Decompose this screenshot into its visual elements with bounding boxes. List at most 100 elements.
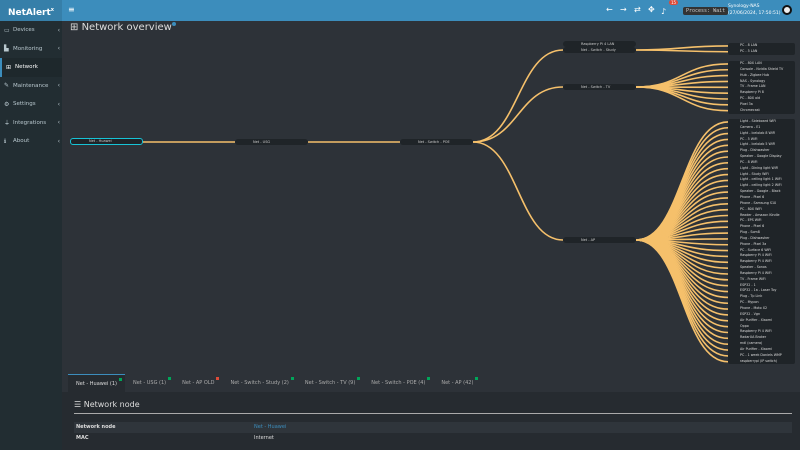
device-item[interactable]: PC - 8 LAN [740,43,758,47]
node-raspberry-pi[interactable]: Raspberry Pi 4 LAN [563,41,636,47]
device-item[interactable]: Phone - Moto X2 [740,306,768,310]
device-item[interactable]: TV - Frame WiFi [740,276,766,281]
tab-node[interactable]: Net - Switch - Study (2) [222,374,296,392]
device-item[interactable]: Raspberry Pi 8 [740,90,764,95]
node-net-switch-study[interactable]: Net - Switch - Study [563,47,636,53]
help-icon[interactable] [171,22,176,26]
device-item[interactable]: Hub - Zigbee Hub [740,72,770,77]
row-mac: MAC Internet [76,435,274,441]
sidebar-item-network[interactable]: ⊞ Network [0,58,62,77]
device-item[interactable]: Air Purifier - Xiaomi [740,317,772,322]
divider [74,413,792,414]
device-item[interactable]: Light - Study WiFi [740,171,769,176]
device-item[interactable]: Speaker - Sonos [740,265,767,270]
device-item[interactable]: Raspberry Pi 4 WiFi [740,329,772,334]
device-item[interactable]: PC - 1 week Daniels WMP [740,352,782,357]
device-item[interactable]: Raspberry Pi 4 WiFi [740,253,772,258]
device-item[interactable]: mdl (camera) [740,341,763,346]
device-item[interactable]: Oppo [740,323,749,328]
tree-link [635,86,729,112]
top-bar: NetAlertx ≡ ← → ⇄ ✥ ♪ 15 Process: Wait S… [0,0,800,21]
refresh-icon[interactable]: ⇄ [634,5,641,14]
device-item[interactable]: Speaker - Google Display [740,154,782,159]
tab-node[interactable]: Net - Huawei (1) [68,374,125,392]
tab-node[interactable]: Net - AP OLD [174,374,222,392]
device-item[interactable]: Light - Icelolab 5 WiFi [740,142,776,147]
device-item[interactable]: TV - Frame LAN [740,84,766,89]
tab-node[interactable]: Net - AP (42) [433,374,481,392]
crosshair-icon[interactable]: ✥ [648,5,655,14]
chevron-left-icon: ‹ [57,26,60,34]
sidebar-item-monitoring[interactable]: ▙ Monitoring ‹ [4,45,60,53]
sidebar-item-settings[interactable]: ⚙ Settings ‹ [4,100,60,108]
status-indicator [357,377,361,380]
network-icon: ⊞ [70,22,79,33]
device-item[interactable]: PC - Mypon [740,300,759,305]
device-item[interactable]: Chromecast [740,107,760,112]
device-item[interactable]: ESP32 - 1a - Laser Toy [740,288,777,293]
device-item[interactable]: Plug - Som8 [740,230,760,235]
forward-icon[interactable]: → [620,5,627,14]
device-item[interactable]: PC - 5 LAN [740,48,758,53]
gear-icon: ⚙ [4,100,10,108]
device-item[interactable]: Phone - Pixel 6 [740,194,765,199]
network-node-panel: ☰ Network node Network node Net - Huawei … [62,392,800,450]
device-item[interactable]: PC - 80X WiFi [740,206,762,211]
chevron-left-icon: ‹ [57,100,60,108]
device-item[interactable]: PC - 5 WiFi [740,136,758,141]
device-item[interactable]: Light - Icelolab 8 WiFi [740,130,776,135]
device-item[interactable]: PC - Surface 6 WiFi [740,247,772,252]
device-item[interactable]: Light - Dining light WiFi [740,165,779,170]
sidebar-item-devices[interactable]: ▭ Devices ‹ [4,26,60,34]
device-item[interactable]: Console - Nvidia Shield TV [740,66,784,71]
device-item[interactable]: PC - EPS WiFi [740,218,762,223]
device-item[interactable]: Raspberry Pi 4 WiFi [740,259,772,264]
hamburger-icon[interactable]: ≡ [68,5,75,14]
node-net-switch-poe[interactable]: Net - Switch - POE [400,139,473,145]
device-item[interactable]: Pixel 3a [740,101,753,106]
device-item[interactable]: Camera - E1 [740,124,761,129]
status-indicator [427,377,431,380]
info-icon: ℹ [4,137,7,145]
device-item[interactable]: PC - 80X old [740,96,761,101]
device-item[interactable]: Air Purifier - Xiaomi [740,346,772,351]
tab-node[interactable]: Net - USG (1) [125,374,174,392]
device-item[interactable]: NAS - Synology [740,78,766,83]
logo[interactable]: NetAlertx [0,0,62,21]
network-icon: ⊞ [6,63,12,71]
node-net-usg[interactable]: Net - USG [235,139,308,145]
chevron-left-icon: ‹ [57,119,60,127]
device-item[interactable]: ESP32 - Vgn [740,311,761,316]
device-item[interactable]: ESP32 - 1 [740,282,756,287]
device-item[interactable]: Light - ceiling light 1 WiFi [740,177,782,182]
bell-icon[interactable]: ♪ [661,7,667,16]
device-item[interactable]: Plug - Tp Link [740,294,763,299]
device-item[interactable]: Light - ceiling light 2 WiFi [740,183,782,188]
device-item[interactable]: raspberrypi (IP switch) [740,358,778,363]
device-item[interactable]: Plug - Dishwasher [740,235,770,240]
sidebar-item-about[interactable]: ℹ About ‹ [4,137,60,145]
node-net-switch-tv[interactable]: Net - Switch - TV [563,84,636,90]
device-item[interactable]: PC - 8 WiFi [740,159,758,164]
device-item[interactable]: Raspberry Pi 4 WiFi [740,270,772,275]
back-icon[interactable]: ← [606,5,613,14]
device-item[interactable]: Light - Sideboard WiFi [740,119,776,123]
tree-link [635,126,729,241]
device-item[interactable]: Phone - Pixel 3a [740,241,767,246]
avatar[interactable] [782,5,792,15]
node-net-ap[interactable]: Net - AP [563,237,636,243]
device-item[interactable]: Speaker - Google - Black [740,189,781,194]
node-net-huawei[interactable]: Net - Huawei [70,138,143,145]
network-node-link[interactable]: Net - Huawei [254,424,287,430]
device-item[interactable]: Plug - Dishwasher [740,148,770,153]
device-item[interactable]: RadarUA Broker [740,335,767,340]
tab-node[interactable]: Net - Switch - TV (9) [297,374,363,392]
device-item[interactable]: Reader - Amazon Kindle [740,212,780,217]
sidebar-item-integrations[interactable]: ⏚ Integrations ‹ [4,119,60,128]
device-item[interactable]: Phone - Samsung S10 [740,200,777,205]
tab-node[interactable]: Net - Switch - POE (4) [363,374,433,392]
device-item[interactable]: Phone - Pixel 6 [740,224,765,229]
tree-link [635,49,729,53]
sidebar-item-maintenance[interactable]: ✎ Maintenance ‹ [4,82,60,90]
device-item[interactable]: PC - 80X LAN [740,61,762,65]
